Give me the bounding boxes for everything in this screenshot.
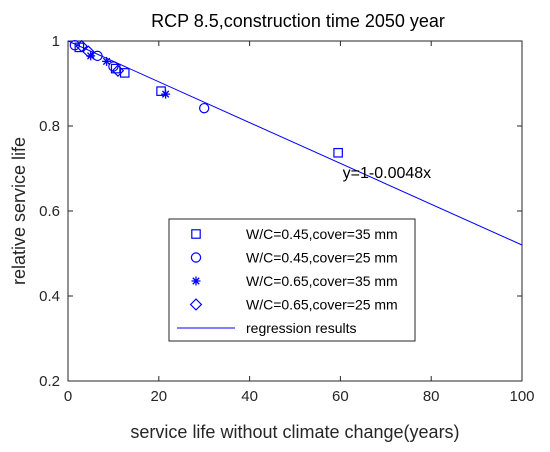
x-tick-label: 80 <box>423 388 440 405</box>
data-point-asterisk <box>161 90 170 99</box>
y-tick-label: 0.4 <box>39 288 60 305</box>
x-tick-label: 0 <box>64 388 72 405</box>
x-tick-label: 60 <box>332 388 349 405</box>
legend-label: W/C=0.45,cover=25 mm <box>246 250 398 266</box>
regression-layer <box>68 41 522 245</box>
y-tick-label: 0.6 <box>39 203 60 220</box>
y-tick-label: 0.8 <box>39 118 60 135</box>
legend-label: regression results <box>246 320 357 336</box>
y-axis-title: relative service life <box>9 137 29 285</box>
x-axis-title: service life without climate change(year… <box>130 422 459 442</box>
regression-equation-label: y=1-0.0048x <box>343 165 432 182</box>
data-point-asterisk <box>102 57 111 66</box>
x-tick-label: 40 <box>241 388 258 405</box>
x-tick-label: 100 <box>509 388 534 405</box>
legend-label: W/C=0.45,cover=35 mm <box>246 226 398 242</box>
legend-label: W/C=0.65,cover=35 mm <box>246 273 398 289</box>
y-tick-label: 1 <box>52 33 60 50</box>
data-points <box>70 41 342 157</box>
chart-title: RCP 8.5,construction time 2050 year <box>151 11 445 31</box>
legend-label: W/C=0.65,cover=25 mm <box>246 297 398 313</box>
y-tick-label: 0.2 <box>39 373 60 390</box>
legend-symbol-asterisk <box>192 277 201 286</box>
regression-line <box>68 41 522 245</box>
data-point-square <box>334 149 342 157</box>
legend: W/C=0.45,cover=35 mm W/C=0.45,cover=25 mm… <box>169 219 415 341</box>
data-point-circle <box>200 104 209 113</box>
x-tick-label: 20 <box>150 388 167 405</box>
